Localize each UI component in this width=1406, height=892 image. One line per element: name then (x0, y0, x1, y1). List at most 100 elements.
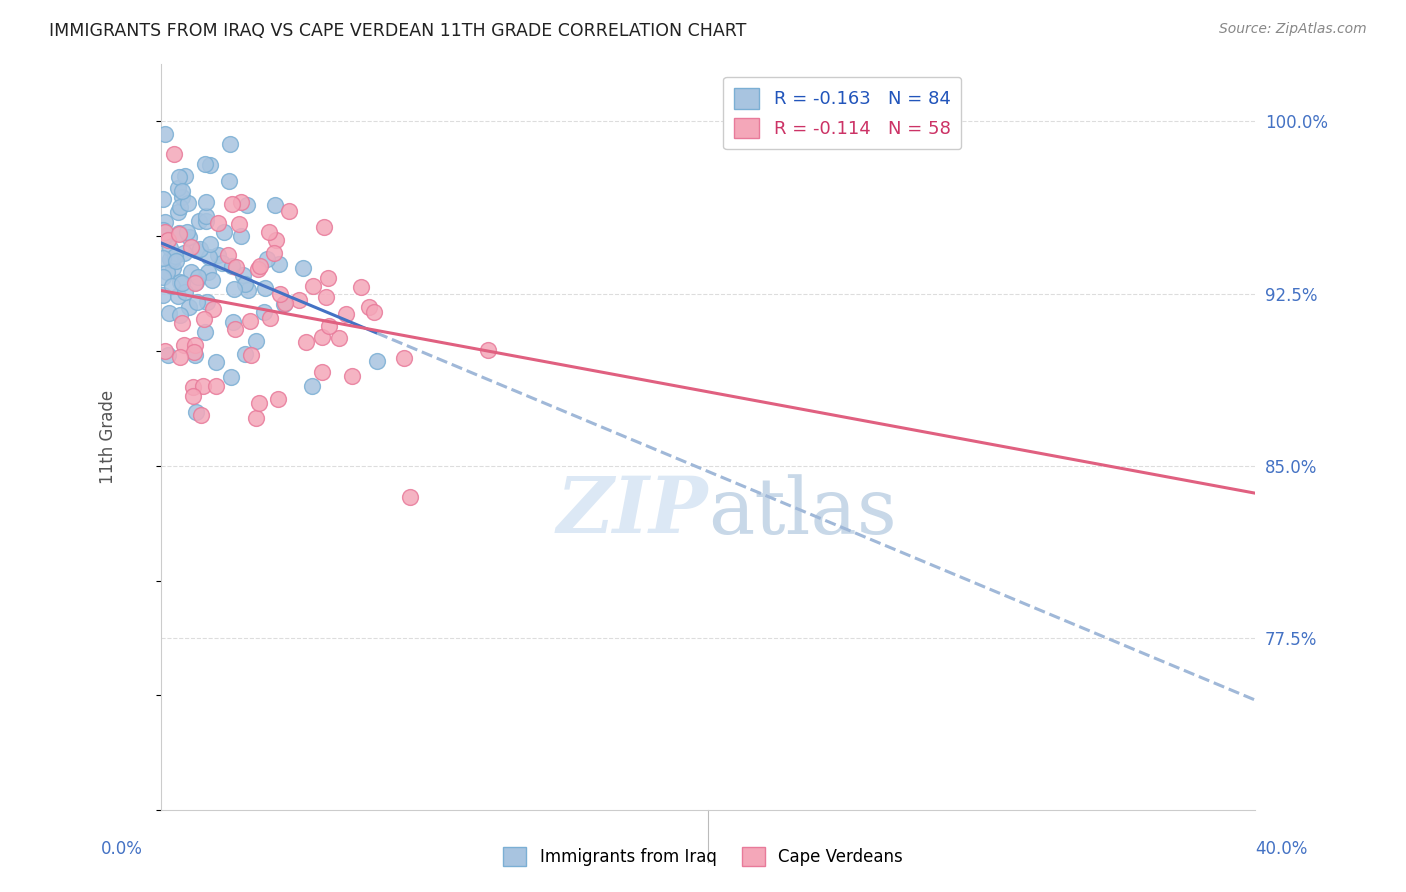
Point (155, 215, 177, 229)
Point (399, 491, 422, 505)
Point (169, 226, 191, 240)
Point (211, 256, 233, 270)
Point (179, 300, 201, 314)
Point (159, 241, 181, 255)
Point (221, 197, 243, 211)
Point (180, 265, 202, 279)
Point (201, 301, 224, 316)
Point (167, 288, 190, 302)
Point (204, 379, 226, 393)
Point (183, 348, 205, 362)
Point (195, 210, 218, 224)
Point (169, 309, 191, 323)
Point (221, 260, 243, 274)
Point (181, 389, 204, 403)
Point (207, 216, 229, 230)
Point (312, 220, 335, 235)
Point (157, 306, 180, 320)
Point (254, 281, 277, 295)
Point (301, 379, 323, 393)
Point (224, 321, 246, 335)
Point (392, 351, 415, 366)
Point (156, 265, 179, 279)
Point (194, 326, 217, 340)
Point (231, 228, 253, 243)
Point (160, 253, 183, 268)
Point (193, 312, 215, 326)
Point (366, 354, 388, 368)
Point (236, 197, 259, 211)
Point (318, 319, 340, 334)
Point (291, 261, 314, 276)
Point (253, 304, 276, 318)
Point (200, 236, 222, 251)
Point (190, 408, 212, 422)
Point (191, 378, 214, 392)
Point (302, 279, 325, 293)
Point (159, 252, 181, 266)
Point (207, 248, 229, 262)
Point (152, 231, 174, 245)
Point (153, 344, 176, 359)
Point (155, 228, 177, 243)
Point (222, 315, 245, 329)
Point (152, 251, 174, 265)
Point (274, 295, 297, 310)
Point (315, 290, 337, 304)
Point (172, 277, 194, 291)
Point (256, 252, 278, 266)
Point (194, 156, 217, 170)
Point (163, 147, 186, 161)
Point (183, 345, 205, 359)
Point (294, 335, 316, 350)
Point (218, 173, 240, 187)
Point (278, 203, 301, 218)
Point (173, 338, 195, 352)
Point (170, 189, 193, 203)
Point (155, 127, 177, 141)
Point (152, 288, 174, 302)
Text: Source: ZipAtlas.com: Source: ZipAtlas.com (1219, 22, 1367, 37)
Point (172, 316, 194, 330)
Point (176, 226, 198, 240)
Point (152, 270, 174, 285)
Point (184, 275, 207, 289)
Point (328, 331, 350, 345)
Point (288, 293, 311, 307)
Point (157, 348, 180, 362)
Point (162, 261, 184, 276)
Point (259, 311, 281, 326)
Point (357, 301, 380, 315)
Point (222, 282, 245, 296)
Point (194, 195, 217, 210)
Point (197, 265, 219, 279)
Point (217, 248, 239, 262)
Point (169, 200, 191, 214)
Point (212, 225, 235, 239)
Point (181, 380, 204, 394)
Point (273, 297, 295, 311)
Point (160, 278, 183, 293)
Point (173, 246, 195, 260)
Point (169, 275, 191, 289)
Point (239, 348, 262, 362)
Point (177, 229, 200, 244)
Point (188, 213, 211, 227)
Point (170, 184, 193, 198)
Point (201, 273, 224, 287)
Point (163, 249, 186, 263)
Point (267, 257, 290, 271)
Legend: Immigrants from Iraq, Cape Verdeans: Immigrants from Iraq, Cape Verdeans (496, 840, 910, 873)
Point (477, 343, 499, 357)
Point (239, 314, 262, 328)
Point (264, 233, 287, 247)
Point (235, 277, 257, 291)
Point (184, 338, 207, 352)
Point (363, 305, 385, 319)
Point (184, 276, 207, 290)
Point (166, 204, 188, 219)
Point (165, 253, 187, 268)
Point (195, 295, 218, 310)
Point (233, 347, 256, 361)
Point (153, 225, 176, 239)
